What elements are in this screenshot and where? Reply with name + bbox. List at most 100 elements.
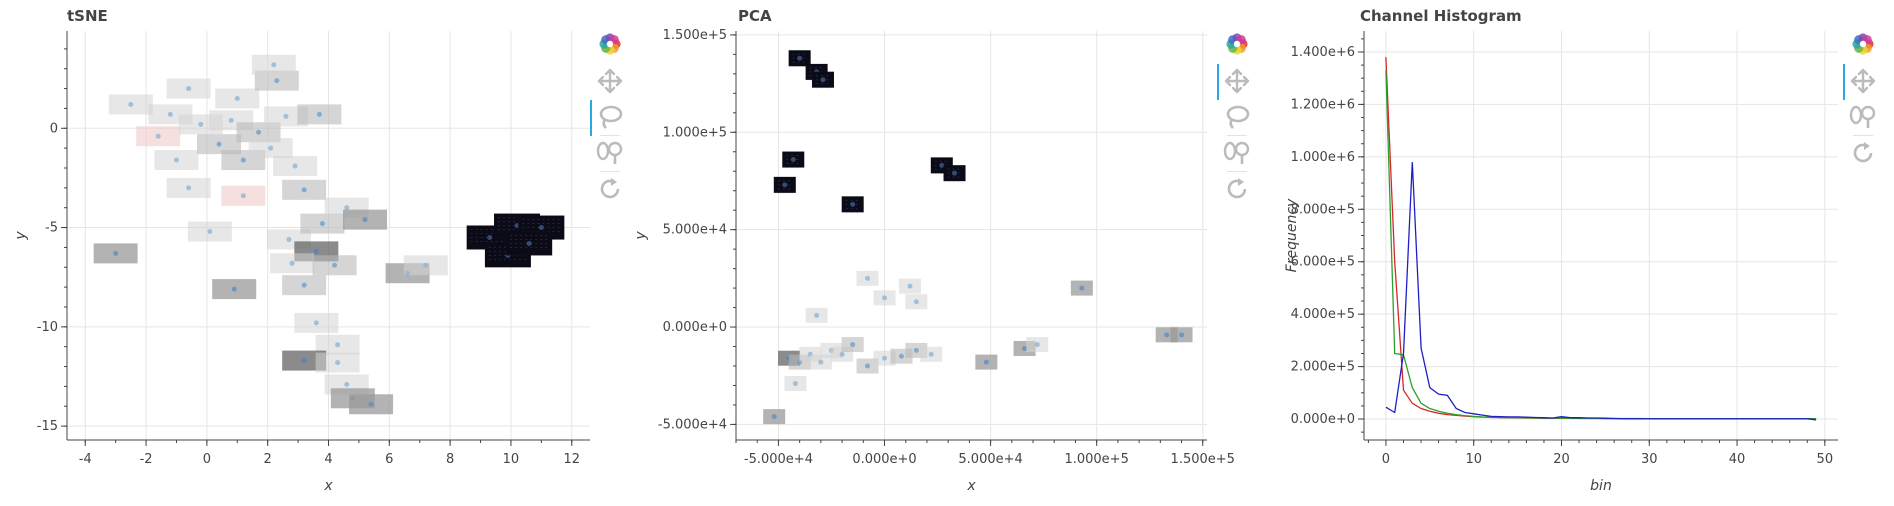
y-axis-label: y <box>13 231 29 241</box>
logo-center <box>606 40 614 48</box>
y-tick-label: 1.500e+5 <box>663 28 727 43</box>
reset-icon[interactable] <box>1222 174 1252 204</box>
y-axis-label: Frequency <box>1284 198 1300 272</box>
x-tick-label: 6 <box>385 452 393 467</box>
x-tick-label: 1.000e+5 <box>1064 452 1128 467</box>
histogram-panel: Channel Histogram 0 10 20 30 40 50 0.000e+0 2.0… <box>1250 0 1894 506</box>
reset-icon[interactable] <box>595 174 625 204</box>
y-tick-label: 1.000e+6 <box>1291 150 1355 165</box>
scatter-point <box>289 260 295 266</box>
scatter-point <box>128 101 134 107</box>
chart-title: PCA <box>738 7 772 25</box>
image-thumbnail-point <box>263 106 308 127</box>
y-tick-label: 2.000e+5 <box>1291 360 1355 375</box>
scatter-point <box>850 201 856 207</box>
scatter-point <box>850 342 856 348</box>
x-tick-label: 50 <box>1817 452 1834 467</box>
image-thumbnail-point <box>856 270 879 286</box>
x-tick-label: 20 <box>1553 452 1570 467</box>
y-tick-label: -5 <box>45 221 58 236</box>
scatter-point <box>487 234 493 240</box>
toolbar-divider <box>600 135 620 136</box>
lasso-select-icon[interactable] <box>1222 102 1252 132</box>
image-thumbnail-point <box>943 165 966 182</box>
tsne-plot[interactable]: -4 -2 0 2 4 6 8 10 12 0 -5 -10 -15 x y <box>0 0 625 506</box>
pca-panel: PCA -5.000e+4 0.000e+0 5.000e+4 1.000e+5 1.5… <box>625 0 1250 506</box>
image-thumbnail-point <box>312 255 357 276</box>
image-thumbnail-point <box>187 221 232 242</box>
scatter-point <box>234 96 240 102</box>
image-thumbnail-point <box>212 279 257 300</box>
image-thumbnail-point <box>154 150 199 171</box>
image-thumbnail-point <box>297 104 342 125</box>
x-tick-label: 40 <box>1729 452 1746 467</box>
wheel-zoom-icon[interactable] <box>595 138 625 168</box>
scatter-point <box>907 283 913 289</box>
scatter-point <box>313 320 319 326</box>
scatter-point <box>301 282 307 288</box>
image-thumbnail-point <box>136 126 181 147</box>
scatter-point <box>865 275 871 281</box>
wheel-zoom-icon[interactable] <box>1222 138 1252 168</box>
pan-icon[interactable] <box>1222 66 1252 96</box>
pca-plot[interactable]: -5.000e+4 0.000e+0 5.000e+4 1.000e+5 1.500e+… <box>625 0 1250 506</box>
y-axis-label: y <box>633 231 649 241</box>
scatter-point <box>797 55 803 61</box>
y-tick-label: 0.000e+0 <box>663 320 727 335</box>
scatter-point <box>526 240 532 246</box>
image-thumbnail-point <box>236 122 281 143</box>
toolbar-divider <box>1227 135 1247 136</box>
active-tool-indicator <box>1217 64 1219 100</box>
wheel-zoom-icon[interactable] <box>1848 102 1878 132</box>
pan-icon[interactable] <box>595 66 625 96</box>
scatter-point <box>898 353 904 359</box>
scatter-point <box>913 347 919 353</box>
scatter-point <box>820 77 826 83</box>
x-tick-label: 4 <box>324 452 332 467</box>
scatter-point <box>271 62 277 68</box>
image-thumbnail-point <box>841 196 864 213</box>
chart-title: tSNE <box>67 7 108 25</box>
pan-icon[interactable] <box>1848 66 1878 96</box>
image-thumbnail-point <box>841 337 864 353</box>
image-thumbnail-point <box>784 376 807 392</box>
scatter-point <box>344 381 350 387</box>
histogram-plot[interactable]: 0 10 20 30 40 50 0.000e+0 2.000e+5 4.000e+5 6.000… <box>1250 0 1894 506</box>
active-tool-indicator <box>590 100 592 136</box>
image-thumbnail-point <box>349 394 394 415</box>
scatter-point <box>790 157 796 163</box>
scatter-point <box>198 121 204 127</box>
scatter-point <box>1079 285 1085 291</box>
y-tick-label: -10 <box>37 320 58 335</box>
lasso-select-icon[interactable] <box>595 102 625 132</box>
scatter-point <box>186 185 192 191</box>
scatter-point <box>283 113 289 119</box>
x-tick-label: 0 <box>1382 452 1390 467</box>
x-tick-label: 2 <box>264 452 272 467</box>
scatter-point <box>335 360 341 366</box>
x-tick-label: -2 <box>140 452 153 467</box>
scatter-point <box>952 170 958 176</box>
active-tool-indicator <box>1843 64 1845 100</box>
x-tick-label: 0.000e+0 <box>852 452 916 467</box>
bokeh-logo-icon[interactable] <box>1848 29 1878 59</box>
image-thumbnail-point <box>282 275 327 296</box>
y-tick-label: 1.400e+6 <box>1291 45 1355 60</box>
image-thumbnail-point <box>215 88 260 109</box>
bokeh-logo-icon[interactable] <box>1222 29 1252 59</box>
image-thumbnail-point <box>300 213 345 234</box>
bokeh-logo-icon[interactable] <box>595 29 625 59</box>
scatter-point <box>301 358 307 364</box>
image-thumbnail-point <box>805 307 828 323</box>
reset-icon[interactable] <box>1848 138 1878 168</box>
toolbar-divider <box>600 171 620 172</box>
scatter-point <box>882 295 888 301</box>
x-tick-label: 8 <box>446 452 454 467</box>
scatter-point <box>335 342 341 348</box>
scatter-point <box>839 351 845 357</box>
x-tick-label: 0 <box>203 452 211 467</box>
image-thumbnail-point <box>93 243 138 264</box>
image-thumbnail-point <box>811 71 834 89</box>
image-thumbnail-point <box>342 209 387 230</box>
scatter-point <box>268 145 274 151</box>
